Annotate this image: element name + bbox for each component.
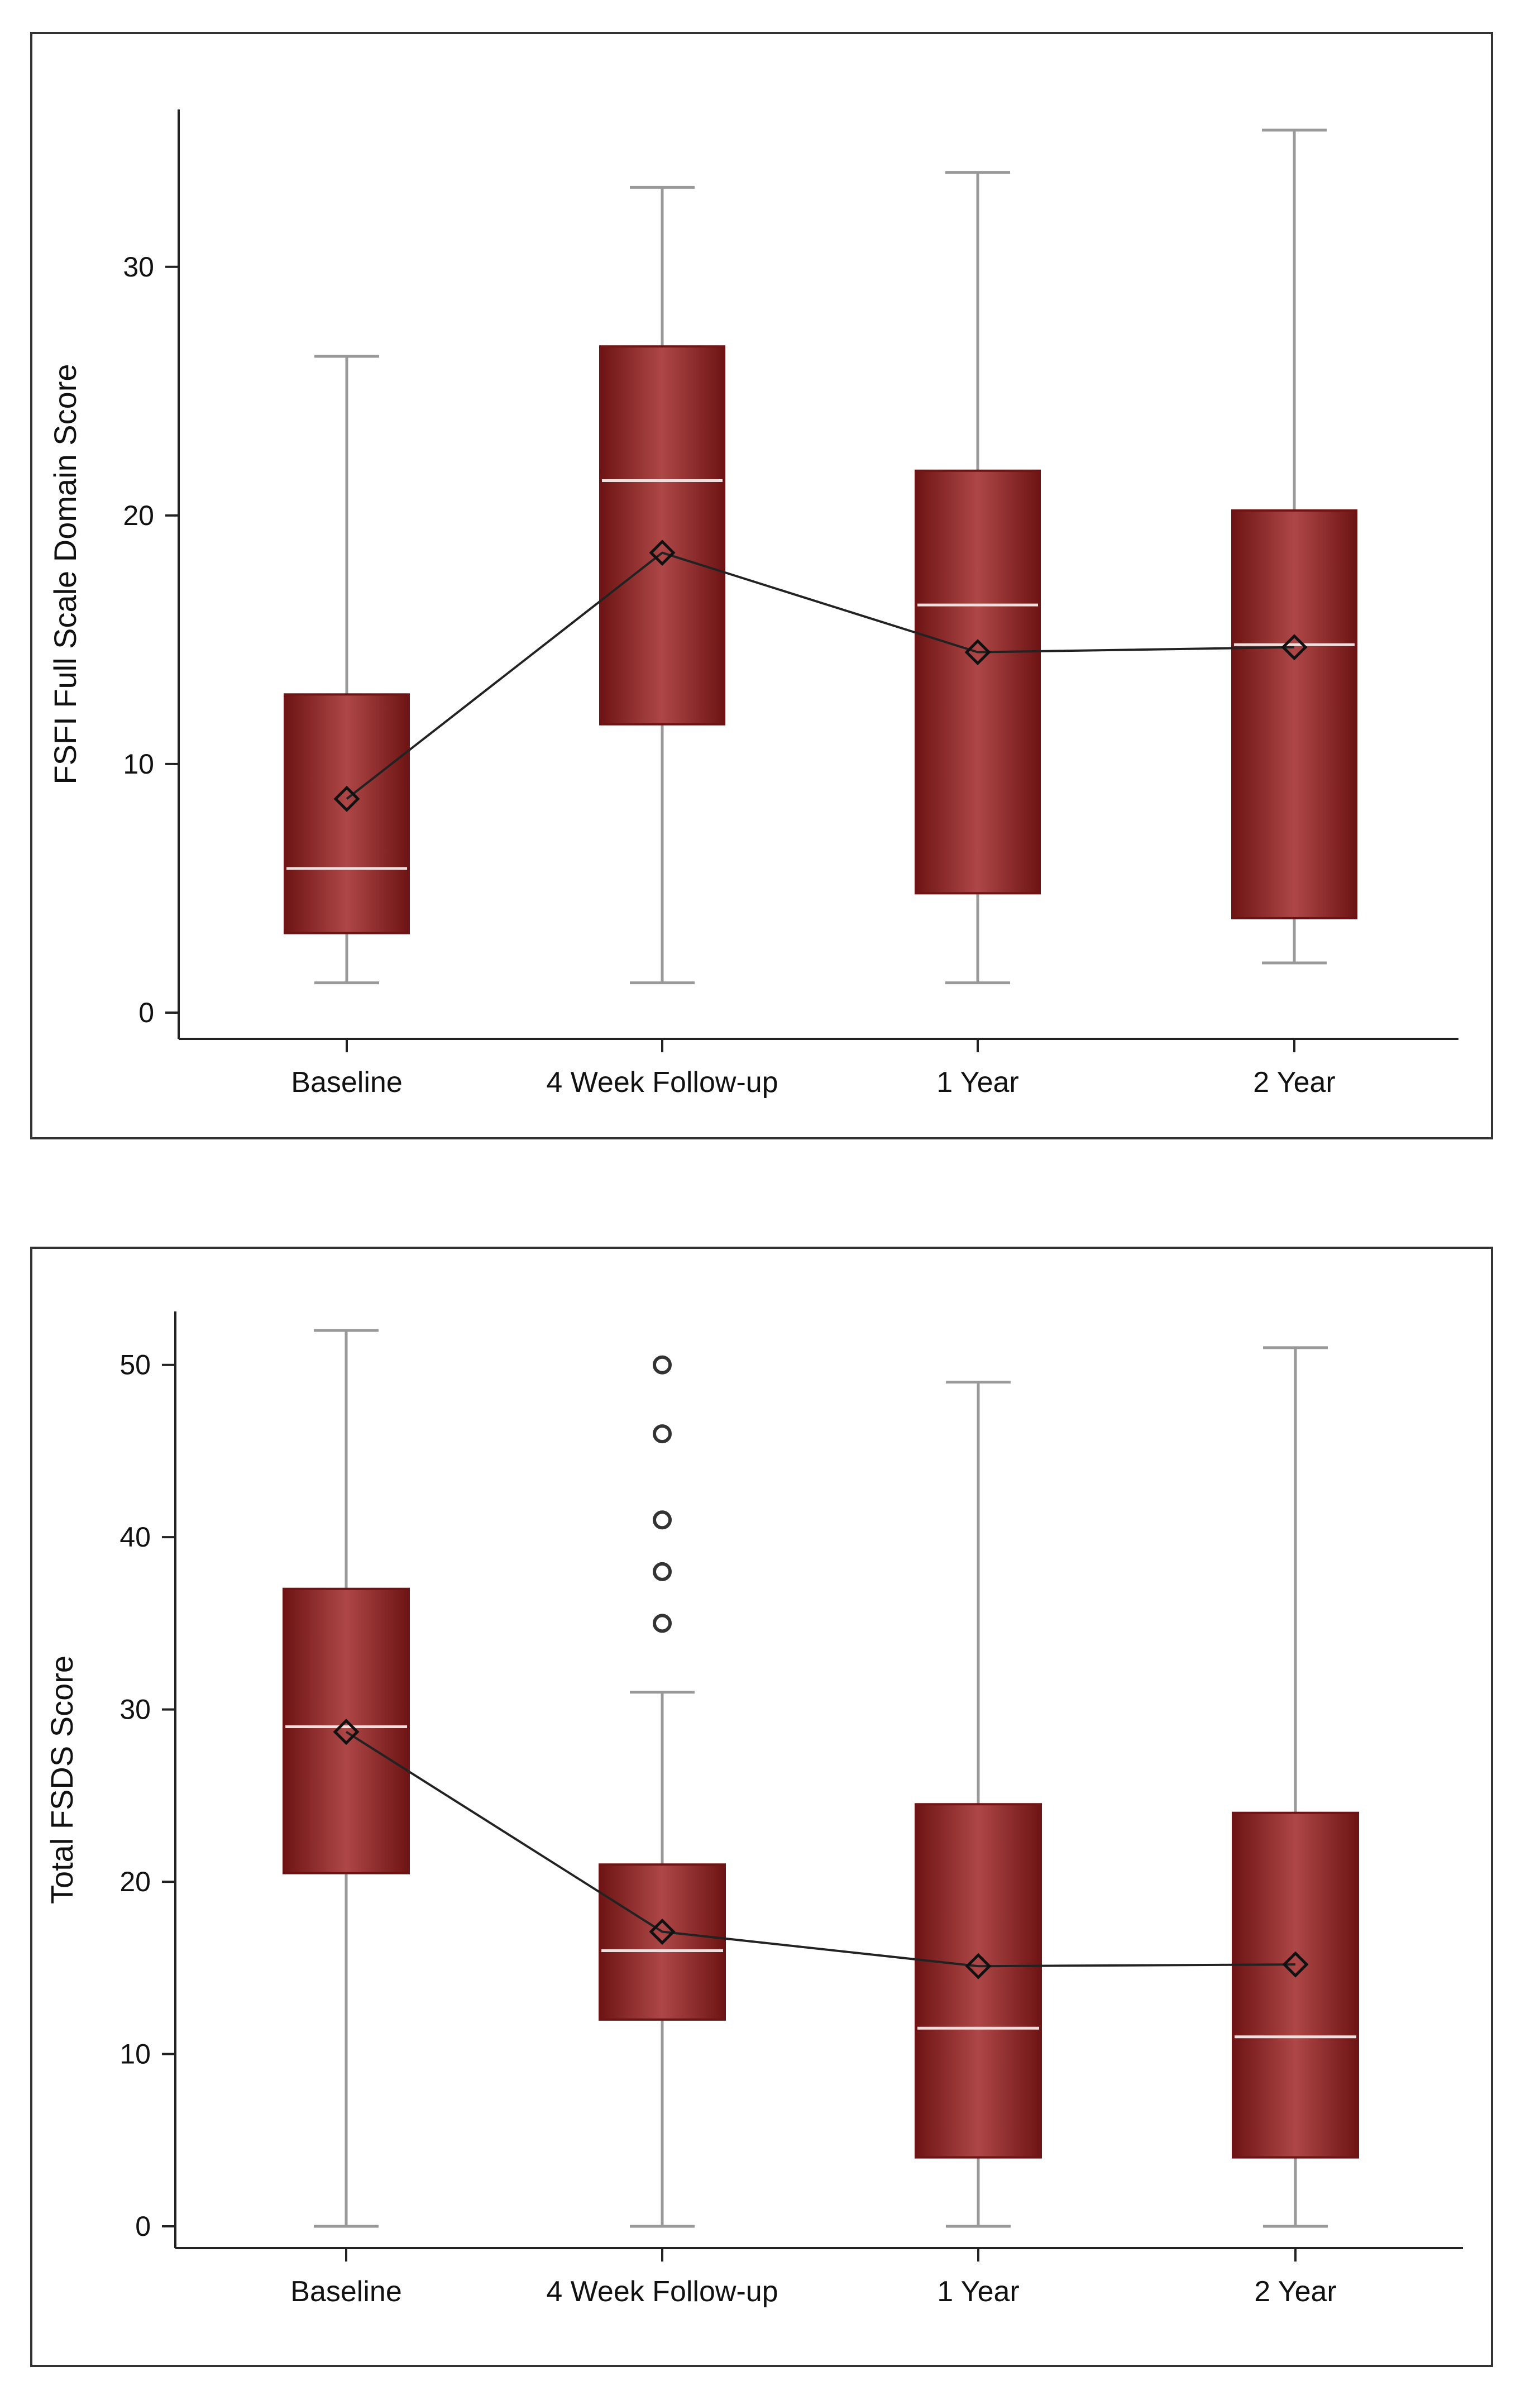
y-tick-label: 10 [123, 748, 154, 780]
mean-marker [649, 540, 676, 566]
outlier-point [653, 1355, 672, 1375]
mean-marker [1282, 1951, 1309, 1978]
mean-marker [1281, 634, 1308, 661]
y-tick-label: 0 [138, 997, 154, 1028]
mean-trend-line [346, 551, 1295, 800]
y-tick-label: 50 [119, 1349, 151, 1381]
iqr-box [915, 469, 1041, 895]
iqr-box [1232, 1811, 1359, 2159]
x-category-label: 2 Year [1253, 1066, 1336, 1099]
y-tick-label: 30 [119, 1694, 151, 1725]
y-tick-label: 0 [135, 2211, 151, 2242]
mean-marker [964, 639, 991, 666]
y-tick-label: 10 [119, 2039, 151, 2070]
iqr-box [915, 1803, 1042, 2159]
x-category-label: Baseline [290, 2275, 401, 2308]
chart-panel-fsfi: 0 10 20 30 FSFI Full Scale Domain Score Basel… [30, 32, 1493, 1139]
mean-marker [333, 1719, 360, 1745]
x-category-label: 2 Year [1254, 2275, 1337, 2308]
y-tick-label: 30 [123, 251, 154, 283]
x-category-label: 4 Week Follow-up [546, 1066, 778, 1099]
mean-marker [649, 1918, 676, 1945]
y-tick-label: 40 [119, 1521, 151, 1553]
x-category-label: Baseline [291, 1066, 402, 1099]
y-axis-title: Total FSDS Score [44, 1655, 79, 1904]
outlier-point [653, 1562, 672, 1581]
fsds-boxplot-svg: 0 10 20 30 40 50 Total FSDS Score Baseline 4 Wee… [44, 1311, 1463, 2308]
mean-trend-line [345, 1731, 1296, 1968]
outlier-point [653, 1424, 672, 1444]
y-tick-label: 20 [119, 1866, 151, 1897]
iqr-box [1231, 509, 1357, 919]
x-category-label: 1 Year [937, 2275, 1020, 2308]
outlier-point [653, 1510, 672, 1530]
iqr-box [599, 345, 725, 726]
y-tick-label: 20 [123, 500, 154, 531]
mean-marker [333, 785, 360, 812]
y-axis-title: FSFI Full Scale Domain Score [47, 364, 83, 784]
iqr-box [283, 1587, 410, 1874]
outlier-point [653, 1614, 672, 1633]
mean-marker [965, 1953, 992, 1979]
x-category-label: 1 Year [936, 1066, 1019, 1099]
fsfi-boxplot-svg: 0 10 20 30 FSFI Full Scale Domain Score Basel… [47, 109, 1458, 1099]
x-category-label: 4 Week Follow-up [546, 2275, 778, 2308]
iqr-box [284, 693, 410, 934]
chart-panel-fsds: 0 10 20 30 40 50 Total FSDS Score Baseline 4 Wee… [30, 1247, 1493, 2367]
